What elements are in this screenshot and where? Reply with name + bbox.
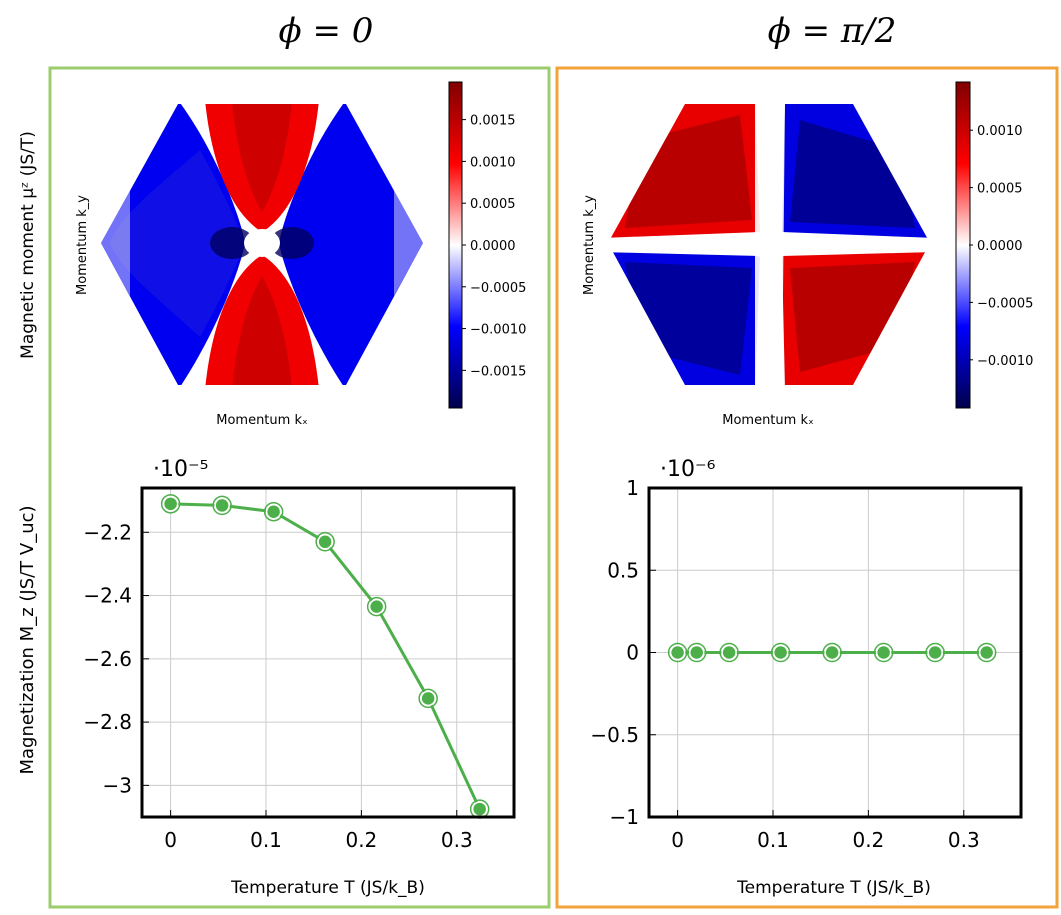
heatmap-right: Momentum kₓ Momentum k_y −0.0010 −0.0005 0…: [582, 81, 1033, 428]
lineplot-right-point-ring: [822, 642, 842, 663]
lineplot-left-xtick-label: 0.2: [345, 828, 377, 852]
lineplot-left-point-ring: [160, 494, 181, 514]
heatmap-left-ylabel: Momentum k_y: [75, 195, 90, 295]
lineplot-right-point-ring: [719, 642, 739, 663]
lineplot-left-point-ring: [212, 495, 232, 516]
lineplot-left-ytick-label: −2.6: [83, 647, 132, 671]
lineplot-right-point: [978, 644, 995, 661]
colorbar-left: [448, 81, 463, 409]
top-shared-ylabel: Magnetic moment μᶻ (JS/T): [18, 131, 38, 359]
heatmap-right-xlabel: Momentum kₓ: [722, 413, 814, 428]
heatmap-left-field: [101, 104, 423, 385]
right-panel-title: ϕ = π/2: [768, 11, 897, 51]
lineplot-right-point: [927, 644, 943, 661]
lineplot-right: 0 0.1 0.2 0.3 1 0.5 0 −0.5 −1 ·10⁻⁶ Temperature …: [590, 457, 1023, 898]
left-colorbar-tick-label: 0.0000: [470, 239, 516, 254]
lineplot-left: 0 0.1 0.2 0.3 −2.2 −2.4 −2.6 −2.8 −3 ·10⁻⁵ Tempe…: [83, 457, 516, 898]
lineplot-right-xtick-label: 0.2: [852, 828, 884, 852]
lineplot-left-multiplier: ·10⁻⁵: [153, 457, 208, 482]
lineplot-left-point: [214, 497, 230, 514]
lineplot-left-point: [471, 801, 488, 817]
right-colorbar-tick-label: −0.0005: [977, 296, 1033, 311]
lineplot-right-point-ring: [976, 642, 997, 663]
lineplot-right-ytick-label: −1: [610, 805, 639, 829]
left-colorbar-tick-label: −0.0015: [470, 364, 526, 379]
lineplot-right-point: [721, 644, 737, 661]
lineplot-right-xtick-label: 0.1: [757, 828, 789, 852]
lineplot-right-ytick-label: −0.5: [590, 723, 639, 747]
lineplot-right-point-ring: [925, 642, 945, 663]
colorbar-right: [955, 81, 971, 409]
lineplot-right-xtick-label: 0: [671, 828, 684, 852]
lineplot-right-point-ring: [770, 642, 791, 663]
lineplot-left-xtick-label: 0: [164, 828, 177, 852]
left-colorbar-tick-label: 0.0005: [470, 197, 516, 212]
heatmap-left: Momentum kₓ Momentum k_y −0.0015−0.0010−…: [75, 81, 526, 428]
right-colorbar-tick-label: −0.0010: [977, 354, 1033, 369]
lineplot-right-ticks: 0 0.1 0.2 0.3 1 0.5 0 −0.5 −1: [590, 476, 979, 852]
lineplot-right-ytick-label: 1: [626, 476, 639, 500]
lineplot-right-point: [688, 644, 705, 661]
lineplot-right-point-ring: [667, 642, 688, 663]
lineplot-left-ytick-label: −2.8: [83, 710, 132, 734]
lineplot-right-ytick-label: 0.5: [607, 558, 639, 582]
lineplot-right-point-ring: [873, 642, 894, 663]
lineplot-left-ytick-label: −3: [103, 773, 132, 797]
lineplot-left-point-ring: [263, 501, 284, 522]
lineplot-right-point: [875, 644, 892, 661]
left-panel-frame: [48, 66, 551, 909]
lineplot-left-axes: [140, 486, 516, 819]
lineplot-left-xlabel: Temperature T (JS/k_B): [230, 878, 425, 898]
lineplot-right-multiplier: ·10⁻⁶: [660, 457, 716, 482]
lineplot-left-xtick-label: 0.1: [250, 828, 282, 852]
lineplot-left-xtick-label: 0.3: [441, 828, 473, 852]
lineplot-left-point: [368, 598, 385, 615]
lineplot-left-point-ring: [418, 688, 438, 709]
right-colorbar-tick-label: 0.0010: [977, 124, 1023, 139]
lineplot-left-point: [317, 534, 333, 550]
lineplot-right-points: [667, 642, 997, 663]
lineplot-left-points: [160, 494, 490, 819]
lineplot-left-point: [420, 690, 436, 707]
colorbar-right-ticks: −0.0010 −0.0005 0.0000 0.0005 0.0010: [969, 124, 1033, 369]
left-colorbar-tick-label: 0.0010: [470, 155, 516, 170]
lineplot-left-ticks: 0 0.1 0.2 0.3 −2.2 −2.4 −2.6 −2.8 −3: [83, 520, 472, 852]
lineplot-right-xlabel: Temperature T (JS/k_B): [736, 878, 931, 898]
lineplot-right-axes: [647, 486, 1023, 819]
lineplot-right-xtick-label: 0.3: [948, 828, 980, 852]
heatmap-right-ylabel: Momentum k_y: [582, 195, 597, 295]
lineplot-left-point: [162, 496, 179, 512]
heatmap-right-field: [608, 104, 930, 385]
lineplot-left-point: [265, 503, 282, 520]
lineplot-right-point: [824, 644, 840, 661]
left-colorbar-tick-label: 0.0015: [470, 114, 516, 129]
lineplot-left-point-ring: [366, 596, 387, 617]
heatmap-left-xlabel: Momentum kₓ: [216, 413, 308, 428]
lineplot-left-ytick-label: −2.4: [83, 584, 132, 608]
lineplot-right-point: [669, 644, 686, 661]
lineplot-left-point-ring: [315, 532, 335, 552]
lineplot-right-point-ring: [686, 642, 707, 663]
left-colorbar-tick-label: −0.0010: [470, 323, 526, 338]
lineplot-left-ytick-label: −2.2: [83, 520, 132, 544]
right-colorbar-tick-label: 0.0005: [977, 182, 1023, 197]
bottom-shared-ylabel: Magnetization M_z (JS/T V_uc): [17, 505, 38, 774]
lineplot-right-point: [772, 644, 789, 661]
colorbar-left-ticks: −0.0015 −0.0010 −0.0005 0.0000 0.0005 0.0010 0…: [462, 114, 526, 379]
right-colorbar-tick-label: 0.0000: [977, 239, 1023, 254]
left-colorbar-tick-label: −0.0005: [470, 281, 526, 296]
right-panel-frame: [555, 66, 1059, 909]
left-panel-title: ϕ = 0: [279, 11, 374, 51]
lineplot-left-series-line: [170, 502, 482, 810]
lineplot-right-ytick-label: 0: [626, 641, 639, 665]
